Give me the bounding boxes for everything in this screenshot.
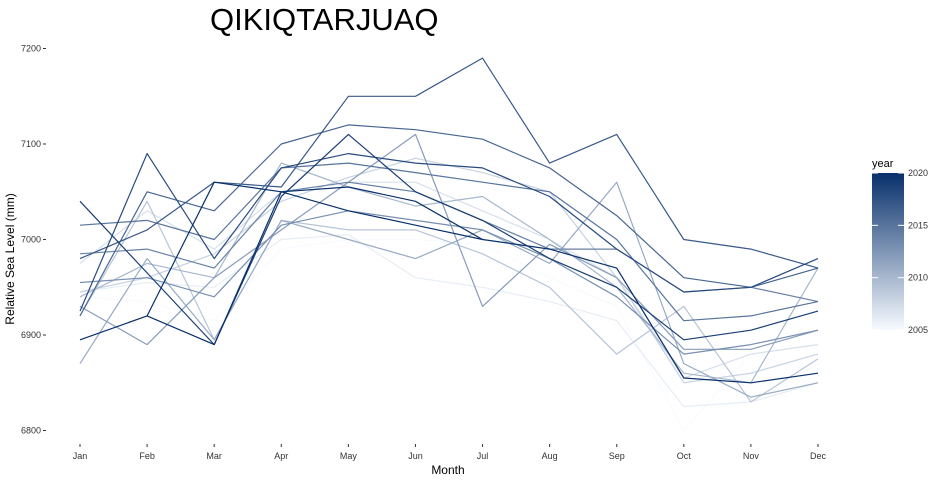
- x-tick-label: May: [340, 451, 358, 461]
- legend: year 2005 2010 2015 2020: [872, 158, 928, 335]
- series-line-2017: [79, 57, 819, 269]
- series-line-2011: [79, 181, 819, 398]
- x-tick-label: Jun: [408, 451, 423, 461]
- series-line-2020: [79, 181, 819, 384]
- series-line-2018: [79, 153, 819, 312]
- series-layer: [79, 57, 819, 432]
- x-tick-label: Aug: [542, 451, 558, 461]
- series-line-2013: [79, 210, 819, 355]
- x-tick-label: Oct: [677, 451, 692, 461]
- x-tick-label: Feb: [139, 451, 155, 461]
- x-tick-label: Sep: [609, 451, 625, 461]
- series-line-2009: [79, 200, 819, 403]
- x-tick-label: Apr: [274, 451, 288, 461]
- legend-colorbar: [872, 173, 904, 330]
- x-tick-label: Dec: [810, 451, 827, 461]
- legend-tick-label: 2015: [908, 220, 928, 230]
- legend-tick-label: 2020: [908, 168, 928, 178]
- y-tick-label: 6800: [21, 426, 41, 436]
- series-line-2021: [146, 191, 483, 346]
- legend-title: year: [872, 158, 894, 170]
- x-tick-label: Nov: [743, 451, 760, 461]
- series-line-2016: [79, 124, 819, 317]
- series-line-2015: [79, 162, 819, 322]
- x-axis-title: Month: [431, 463, 464, 477]
- y-tick-label: 7100: [21, 139, 41, 149]
- series-line-2006: [79, 234, 819, 408]
- chart-title: QIKIQTARJUAQ: [210, 2, 439, 37]
- x-tick-label: Mar: [206, 451, 222, 461]
- legend-tick-label: 2010: [908, 273, 928, 283]
- x-tick-label: Jul: [477, 451, 489, 461]
- y-tick-label: 6900: [21, 330, 41, 340]
- legend-ticks: 2005 2010 2015 2020: [872, 168, 928, 335]
- y-tick-label: 7200: [21, 44, 41, 54]
- x-tick-label: Jan: [73, 451, 88, 461]
- series-line-2010: [79, 162, 819, 384]
- x-axis: Jan Feb Mar Apr May Jun Jul Aug Sep Oct Nov Dec: [73, 444, 827, 461]
- y-axis: 6800 6900 7000 7100 7200: [21, 44, 46, 436]
- y-tick-label: 7000: [21, 235, 41, 245]
- legend-tick-label: 2005: [908, 325, 928, 335]
- y-axis-title: Relative Sea Level (mm): [3, 193, 17, 324]
- series-line-2007: [79, 181, 819, 379]
- series-line-2019: [79, 133, 819, 346]
